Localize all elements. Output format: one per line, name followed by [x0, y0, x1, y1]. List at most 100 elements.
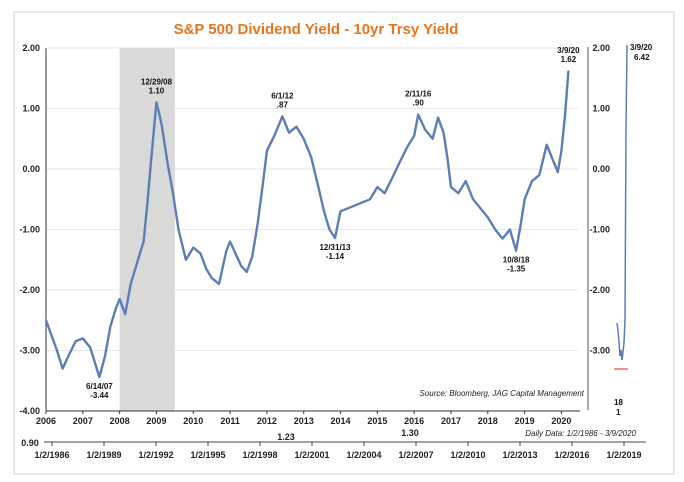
- data-point: [218, 283, 220, 285]
- data-point: [240, 265, 242, 267]
- x-tick-label: 2009: [146, 416, 166, 426]
- data-point: [417, 113, 420, 116]
- data-point: [205, 268, 207, 270]
- y-tick-labels: 2.00 1.00 0.00 -1.00 -2.00 -3.00 -4.00: [19, 43, 40, 416]
- background-x-date: 1/2/2010: [450, 450, 485, 460]
- data-point: [509, 228, 511, 231]
- data-point: [450, 186, 452, 188]
- data-point: [50, 334, 53, 337]
- x-tick-label: 2013: [294, 416, 314, 426]
- background-x-date: 1/2/1989: [86, 450, 121, 460]
- data-point: [210, 277, 213, 279]
- x-tick-label: 2020: [551, 416, 571, 426]
- background-series-line: [616, 44, 628, 361]
- data-point: [82, 337, 84, 340]
- data-point: [413, 134, 415, 137]
- data-point: [369, 198, 371, 201]
- x-tick-label: 2007: [73, 416, 93, 426]
- data-point: [295, 125, 298, 128]
- data-point: [177, 228, 180, 231]
- x-tick-label: 2011: [220, 416, 240, 426]
- background-y-tick-label: 2.00: [592, 43, 610, 53]
- background-x-date: 1/2/2016: [554, 450, 589, 460]
- data-point: [129, 283, 132, 285]
- data-point: [383, 192, 386, 194]
- data-point: [273, 134, 276, 137]
- background-x-date: 1/2/2013: [502, 450, 537, 460]
- x-tick-label: 2015: [367, 416, 387, 426]
- data-point: [310, 156, 312, 158]
- annotation-value: .87: [277, 100, 289, 109]
- x-tick-label: 2018: [478, 416, 498, 426]
- annotation-date: 6/1/12: [271, 91, 294, 100]
- data-point: [61, 367, 64, 370]
- data-point: [457, 192, 460, 194]
- x-tick-label: 2017: [441, 416, 461, 426]
- data-point: [281, 115, 284, 118]
- chart-title: S&P 500 Dividend Yield - 10yr Trsy Yield: [174, 21, 459, 38]
- background-y-tick-label: -2.00: [589, 285, 610, 295]
- data-point: [531, 180, 533, 182]
- data-point: [166, 162, 169, 164]
- data-point: [323, 210, 325, 213]
- y-tick-label: -3.00: [19, 346, 40, 356]
- data-point: [424, 128, 427, 131]
- data-point: [142, 240, 145, 243]
- annotation-date: 2/11/16: [405, 90, 432, 99]
- data-point: [302, 137, 305, 140]
- annotation-date: 12/29/08: [141, 77, 173, 86]
- data-point: [501, 237, 504, 240]
- data-point: [262, 180, 265, 182]
- data-point: [225, 249, 228, 252]
- data-point: [137, 258, 139, 261]
- data-point: [464, 180, 467, 182]
- data-point: [109, 325, 112, 328]
- data-point: [553, 162, 555, 164]
- background-extra-label: 18: [614, 398, 623, 407]
- data-point: [347, 207, 349, 210]
- background-y-ticks: 2.00 1.00 0.00 -1.00 -2.00 -3.00: [589, 43, 610, 356]
- data-point: [199, 252, 202, 255]
- x-tick-label: 2019: [515, 416, 535, 426]
- annotation-value: .90: [413, 99, 425, 108]
- background-x-date: 1/2/2001: [294, 450, 329, 460]
- data-point: [560, 150, 563, 152]
- data-point: [556, 171, 559, 173]
- background-y-tick-label: -3.00: [589, 346, 610, 356]
- background-y-tick-label: 0.00: [592, 164, 610, 174]
- data-point: [104, 355, 106, 358]
- data-point: [334, 237, 336, 239]
- y-tick-label: -2.00: [19, 285, 40, 295]
- background-bottom-value: 1.23: [277, 432, 295, 442]
- data-point: [437, 116, 439, 119]
- annotation-date: 12/31/13: [319, 243, 351, 252]
- data-point: [74, 340, 77, 343]
- data-point: [185, 258, 187, 261]
- data-point: [515, 249, 517, 252]
- data-point: [446, 156, 449, 158]
- data-point: [192, 246, 195, 249]
- data-point: [523, 198, 526, 201]
- x-tick-label: 2006: [36, 416, 56, 426]
- data-point: [45, 319, 47, 322]
- x-tick-label: 2012: [257, 416, 277, 426]
- data-point: [161, 125, 163, 128]
- source-note: Source: Bloomberg, JAG Capital Managemen…: [419, 389, 584, 398]
- annotation-value: -1.35: [507, 265, 526, 274]
- data-point: [391, 177, 393, 179]
- annotation-value: -1.14: [326, 252, 345, 261]
- background-x-date: 1/2/2004: [346, 450, 381, 460]
- background-y-tick-label: -1.00: [589, 225, 610, 235]
- x-tick-label: 2014: [331, 416, 351, 426]
- peak-trough-annotations: 12/29/081.10 6/14/07-3.44 6/1/12.87 12/31/1…: [86, 46, 580, 400]
- x-tick-label: 2008: [110, 416, 130, 426]
- y-tick-label: 2.00: [22, 43, 40, 53]
- data-point: [328, 228, 331, 231]
- data-point: [245, 271, 248, 273]
- data-point: [317, 186, 320, 188]
- x-tick-labels: 2006 2007 2008 2009 2010 2011 2012 2013 2014 2015…: [36, 411, 571, 426]
- data-point: [118, 298, 121, 300]
- data-point: [564, 113, 566, 116]
